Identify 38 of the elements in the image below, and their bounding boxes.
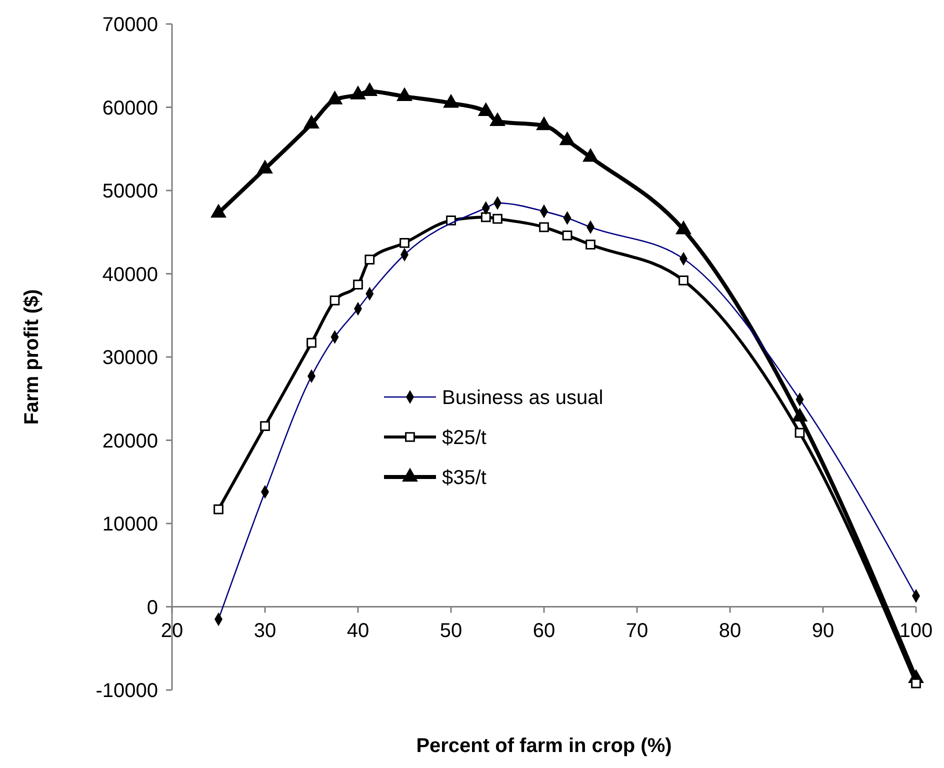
y-tick-label: 50000 [102,180,158,202]
y-tick-label: 0 [146,596,158,619]
x-tick-label: 50 [440,620,462,642]
point [364,254,375,265]
point [911,678,921,688]
y-axis-title: Farm profit ($) [21,289,43,425]
x-tick-label: 20 [160,620,184,642]
y-tick-label: -10000 [96,680,158,702]
point [260,421,270,432]
point [586,240,596,250]
point [480,212,491,222]
x-tick-label: 90 [812,620,834,642]
y-tick-label: 20000 [102,430,158,452]
point [539,222,549,232]
point [330,295,340,306]
y-tick-label: 30000 [102,347,158,369]
x-axis-title: Percent of farm in crop (%) [416,735,672,757]
y-tick-label: 70000 [102,14,158,36]
point [678,275,688,286]
point [306,338,316,348]
x-tick-label: 80 [718,620,742,642]
x-tick-label: 60 [532,620,556,642]
legend-label: $25/t [442,427,487,449]
y-tick-label: 40000 [102,264,158,286]
legend-label: Business as usual [442,387,604,409]
point [353,280,363,290]
point [214,504,224,514]
point [400,238,410,248]
x-tick-label: 30 [254,620,276,642]
y-tick-label: 10000 [102,514,158,536]
point [562,230,572,240]
point [794,428,805,438]
x-tick-label: 70 [626,620,648,642]
y-tick-label: 60000 [102,97,158,120]
x-tick-label: 100 [899,620,933,642]
legend-label: $35/t [442,467,487,489]
point [492,214,502,224]
x-tick-label: 40 [346,620,370,642]
